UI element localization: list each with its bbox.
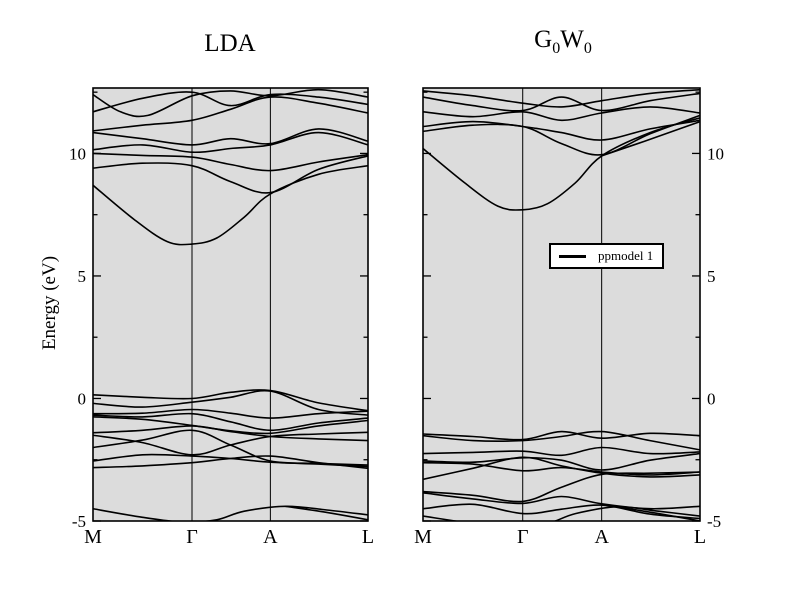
legend-label: ppmodel 1 [598,248,654,263]
y-tick-label: 5 [707,267,716,286]
y-tick-label: -5 [72,512,86,531]
k-point-label: A [594,526,609,548]
y-tick-label: 10 [707,144,724,163]
panel-title-g0w0: G0W0 [534,26,592,58]
title-subscript: 0 [583,40,592,57]
band-line [93,155,368,194]
band-line [423,452,700,471]
y-tick-label: 10 [69,144,86,163]
legend-box: ppmodel 1 [549,243,665,269]
band-line [423,456,700,481]
band-line [423,88,700,108]
band-line [423,430,700,441]
bands-group [423,88,700,521]
plot-frame [92,87,369,522]
band-line [423,430,700,451]
band-line [285,505,368,521]
g0w0-panel: -5 0 5 10 M Γ A L [414,87,724,548]
y-axis-label: Energy (eV) [39,255,60,351]
band-line [423,92,700,112]
plot-background [93,88,368,521]
y-tick-label: 0 [78,389,87,408]
band-line [423,503,700,520]
k-point-label: A [263,526,278,548]
band-line [423,505,700,521]
lda-panel: -5 0 5 10 M Γ A L [69,87,374,548]
title-text: G [534,26,553,53]
panel-title-lda: LDA [204,30,255,58]
band-line [93,455,368,470]
band-line [93,408,368,419]
band-line [423,114,700,156]
band-line [93,128,368,146]
band-line [93,96,368,132]
k-point-label: L [694,526,706,548]
k-point-label: L [362,526,374,548]
y-tick-label: 0 [707,389,716,408]
band-line [93,412,368,432]
band-line [93,505,368,521]
k-point-label: M [84,526,102,548]
band-line [93,425,368,442]
band-line [93,131,368,154]
title-text: LDA [204,30,256,57]
y-tick-label: -5 [707,512,721,531]
band-line [616,505,700,521]
y-ticks [423,91,700,522]
band-line [93,88,368,118]
band-line [93,164,368,246]
band-line [93,389,368,412]
y-tick-label: 5 [78,267,87,286]
plot-frame [422,87,701,522]
band-line [93,389,368,416]
band-line [423,471,700,503]
band-line [423,461,700,476]
title-subscript: 0 [552,40,561,57]
band-line [423,446,700,457]
k-point-label: M [414,526,432,548]
plot-background [423,88,700,521]
title-text: W [560,26,584,53]
bands-group [93,88,368,521]
band-line [93,152,368,172]
band-line [93,91,368,113]
band-line [423,106,700,122]
band-line [423,492,700,510]
y-ticks [93,91,368,522]
band-line [423,119,700,141]
legend-line-sample-icon [559,254,586,258]
k-point-label: Γ [517,526,529,548]
k-point-label: Γ [186,526,198,548]
band-line [423,117,700,211]
